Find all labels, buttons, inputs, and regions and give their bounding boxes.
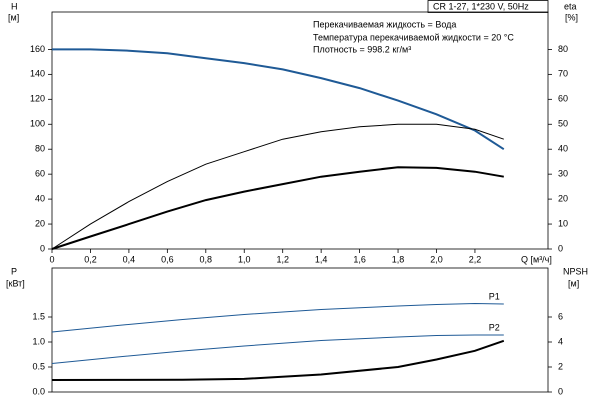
- x-tick-label: 1,4: [315, 254, 328, 264]
- x-tick-label: 2,0: [430, 254, 443, 264]
- annotation: Перекачиваемая жидкость = Вода: [313, 19, 456, 29]
- curve-label: P1: [489, 291, 500, 301]
- plot-frame: [51, 11, 549, 250]
- x-tick-label: 1,6: [353, 254, 366, 264]
- y2-tick-label: 10: [558, 218, 568, 228]
- y-tick-label: 0.0: [32, 386, 45, 396]
- y2-axis-unit: [м]: [568, 278, 579, 288]
- y2-tick-label: 60: [558, 94, 568, 104]
- x-tick-label: 0,6: [161, 254, 174, 264]
- chart-title: CR 1-27, 1*230 V, 50Hz: [433, 1, 529, 11]
- curve: [51, 302, 504, 333]
- x-tick-label: 2,2: [469, 254, 482, 264]
- curve: [51, 334, 504, 364]
- y-tick-label: 0.5: [32, 361, 45, 371]
- y2-tick-label: 0: [558, 243, 563, 253]
- y-tick-label: 60: [35, 169, 45, 179]
- y-axis-label: P: [11, 266, 17, 276]
- title-box: [427, 0, 549, 13]
- y2-tick-label: 30: [558, 169, 568, 179]
- annotation: Плотность = 998.2 кг/м³: [313, 44, 411, 54]
- x-tick-label: 0,8: [200, 254, 213, 264]
- x-tick-label: 1,8: [392, 254, 405, 264]
- curve: [52, 48, 505, 151]
- x-tick-label: 0,4: [123, 254, 136, 264]
- y2-tick-label: 70: [558, 69, 568, 79]
- y-axis-label: H: [11, 1, 18, 11]
- y2-axis-unit: [%]: [565, 12, 578, 22]
- x-tick-label: 0: [49, 254, 54, 264]
- y-tick-label: 140: [30, 69, 45, 79]
- y-tick-label: 100: [30, 119, 45, 129]
- y-axis-unit: [кВт]: [6, 278, 25, 288]
- y2-tick-label: 6: [558, 311, 563, 321]
- curve-label: P2: [489, 322, 500, 332]
- y-tick-label: 20: [35, 218, 45, 228]
- y-tick-label: 160: [30, 44, 45, 54]
- annotation: Температура перекачиваемой жидкости = 20…: [313, 32, 514, 42]
- y-tick-label: 1.0: [32, 336, 45, 346]
- y2-tick-label: 2: [558, 361, 563, 371]
- y2-tick-label: 0: [558, 386, 563, 396]
- x-tick-label: 1,0: [238, 254, 251, 264]
- y2-tick-label: 4: [558, 336, 563, 346]
- x-tick-label: 0,2: [84, 254, 97, 264]
- curve: [51, 166, 504, 250]
- y-tick-label: 1.5: [32, 311, 45, 321]
- y2-axis-label: NPSH: [563, 266, 588, 276]
- y2-tick-label: 40: [558, 144, 568, 154]
- curve: [51, 123, 504, 250]
- curve: [51, 339, 505, 381]
- y-tick-label: 80: [35, 144, 45, 154]
- y-axis-unit: [м]: [8, 12, 19, 22]
- y2-tick-label: 20: [558, 193, 568, 203]
- y-tick-label: 40: [35, 193, 45, 203]
- plot-frame: [51, 267, 549, 393]
- y-tick-label: 0: [40, 243, 45, 253]
- x-tick-label: 1,2: [276, 254, 289, 264]
- y2-tick-label: 80: [558, 44, 568, 54]
- y2-axis-label: eta: [564, 1, 577, 11]
- y-tick-label: 120: [30, 94, 45, 104]
- x-axis-label: Q [м³/ч]: [521, 254, 552, 264]
- y2-tick-label: 50: [558, 119, 568, 129]
